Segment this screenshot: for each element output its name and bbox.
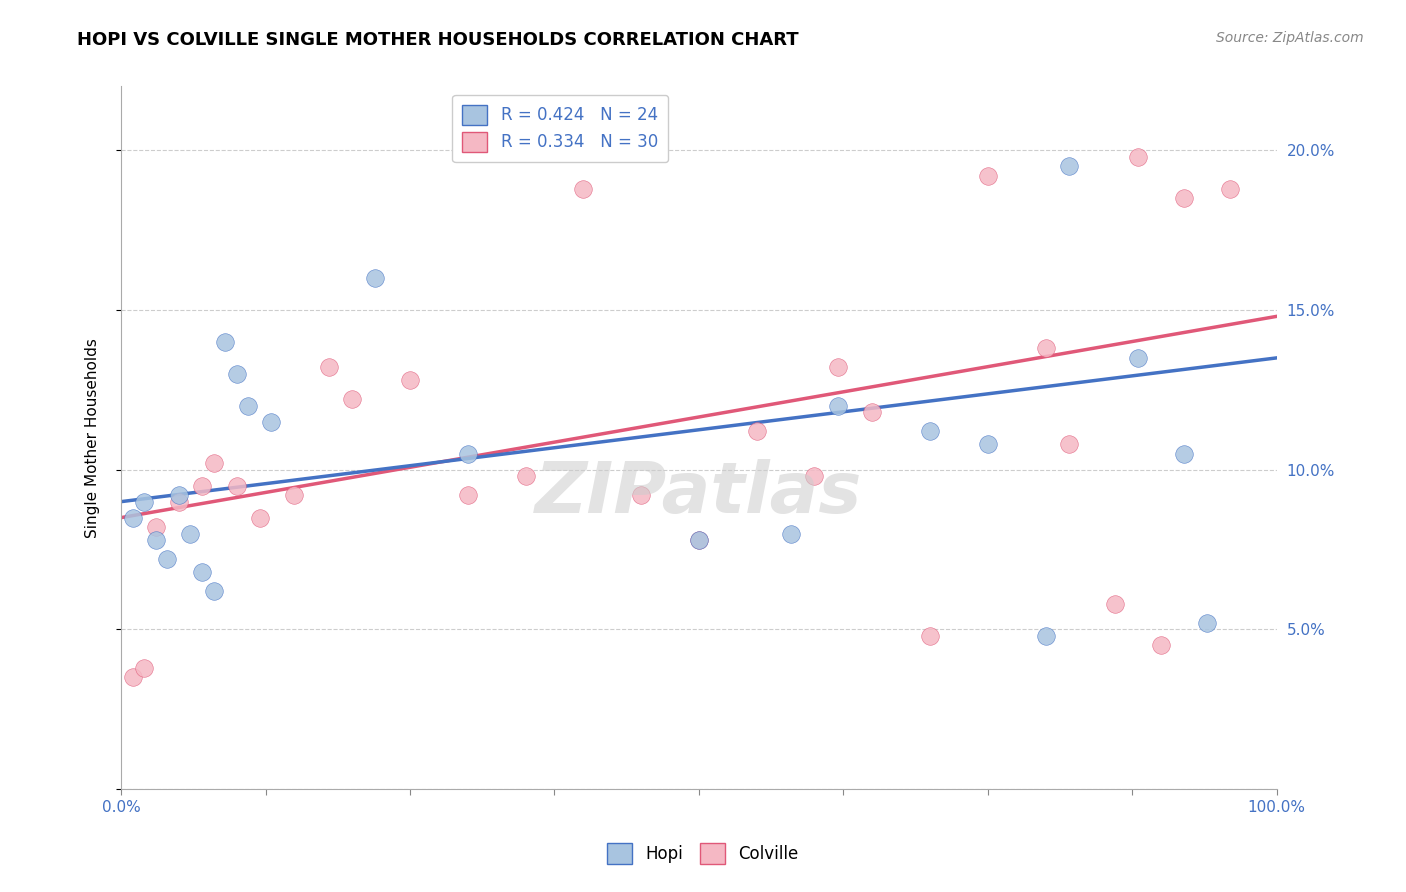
Legend: R = 0.424   N = 24, R = 0.334   N = 30: R = 0.424 N = 24, R = 0.334 N = 30 — [453, 95, 668, 162]
Point — [1057, 437, 1080, 451]
Point — [179, 526, 201, 541]
Text: ZIPatlas: ZIPatlas — [536, 459, 863, 528]
Point — [1173, 191, 1195, 205]
Point — [202, 456, 225, 470]
Point — [318, 360, 340, 375]
Point — [342, 392, 364, 407]
Point — [191, 478, 214, 492]
Point — [225, 367, 247, 381]
Point — [399, 373, 422, 387]
Point — [283, 488, 305, 502]
Point — [1035, 629, 1057, 643]
Point — [1197, 615, 1219, 630]
Point — [918, 629, 941, 643]
Point — [1173, 447, 1195, 461]
Point — [630, 488, 652, 502]
Point — [977, 169, 1000, 183]
Point — [134, 494, 156, 508]
Point — [1035, 341, 1057, 355]
Point — [803, 469, 825, 483]
Point — [167, 488, 190, 502]
Point — [827, 360, 849, 375]
Point — [121, 510, 143, 524]
Point — [1057, 159, 1080, 173]
Point — [457, 447, 479, 461]
Point — [145, 533, 167, 547]
Point — [121, 670, 143, 684]
Point — [167, 494, 190, 508]
Text: HOPI VS COLVILLE SINGLE MOTHER HOUSEHOLDS CORRELATION CHART: HOPI VS COLVILLE SINGLE MOTHER HOUSEHOLD… — [77, 31, 799, 49]
Point — [688, 533, 710, 547]
Point — [860, 405, 883, 419]
Point — [977, 437, 1000, 451]
Point — [156, 552, 179, 566]
Point — [515, 469, 537, 483]
Point — [225, 478, 247, 492]
Point — [688, 533, 710, 547]
Point — [260, 415, 283, 429]
Point — [191, 565, 214, 579]
Point — [202, 584, 225, 599]
Point — [918, 425, 941, 439]
Point — [457, 488, 479, 502]
Point — [780, 526, 803, 541]
Point — [364, 271, 387, 285]
Point — [1219, 181, 1241, 195]
Point — [249, 510, 271, 524]
Point — [745, 425, 768, 439]
Point — [827, 399, 849, 413]
Point — [214, 334, 236, 349]
Y-axis label: Single Mother Households: Single Mother Households — [86, 338, 100, 538]
Point — [1150, 639, 1173, 653]
Point — [238, 399, 260, 413]
Point — [572, 181, 595, 195]
Text: Source: ZipAtlas.com: Source: ZipAtlas.com — [1216, 31, 1364, 45]
Point — [145, 520, 167, 534]
Point — [1104, 597, 1126, 611]
Legend: Hopi, Colville: Hopi, Colville — [600, 837, 806, 871]
Point — [134, 661, 156, 675]
Point — [1126, 150, 1149, 164]
Point — [1126, 351, 1149, 365]
